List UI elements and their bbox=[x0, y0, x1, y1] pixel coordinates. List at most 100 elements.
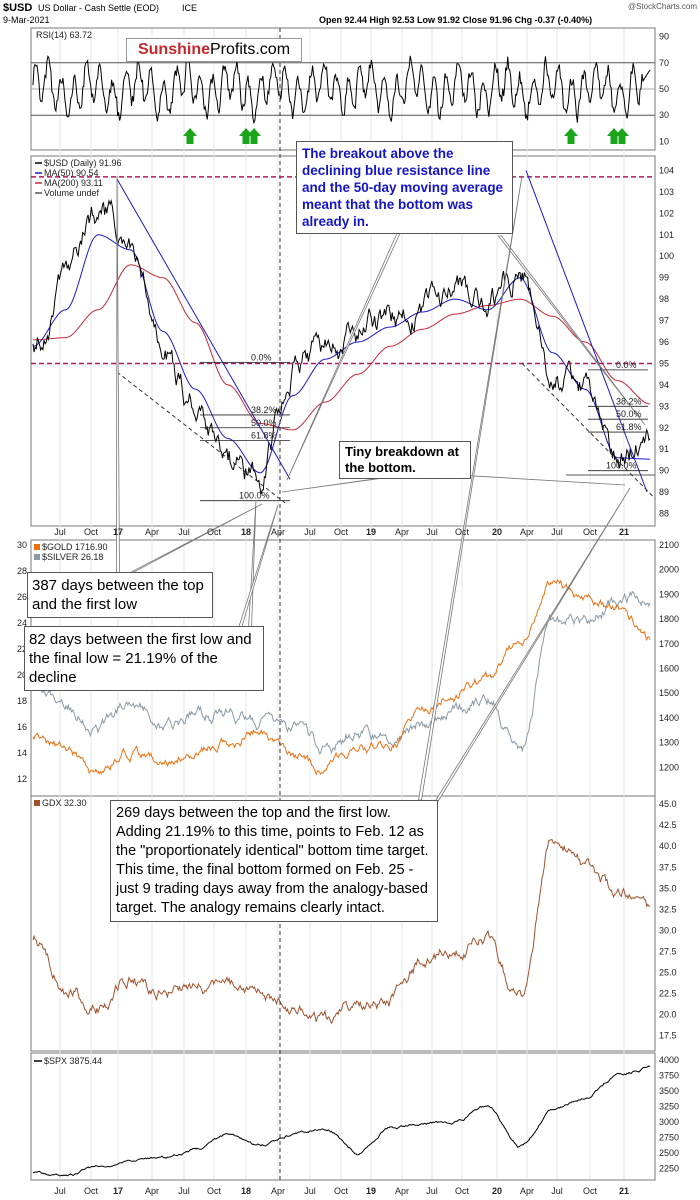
header-description: US Dollar - Cash Settle (EOD) bbox=[38, 3, 159, 13]
silver-y-tick: 26 bbox=[17, 592, 27, 602]
gs-legend-swatch bbox=[34, 554, 40, 560]
x-tick-label: 18 bbox=[241, 1186, 251, 1196]
usd-y-tick: 88 bbox=[659, 509, 669, 519]
rsi-y-tick: 70 bbox=[659, 58, 669, 68]
rsi-y-tick: 50 bbox=[659, 84, 669, 94]
gold-line bbox=[32, 578, 651, 776]
x-tick-label: 21 bbox=[619, 527, 629, 537]
silver-y-tick: 30 bbox=[17, 540, 27, 550]
fib-level-label: 100.0% bbox=[239, 491, 270, 501]
buy-arrow-icon bbox=[564, 128, 578, 144]
x-tick-label: Jul bbox=[178, 1186, 190, 1196]
x-tick-label: 19 bbox=[366, 527, 376, 537]
gdx-y-tick: 17.5 bbox=[659, 1030, 677, 1040]
rsi-y-tick: 30 bbox=[659, 110, 669, 120]
fib-level-label: 38.2% bbox=[251, 405, 277, 415]
gold-y-tick: 2000 bbox=[659, 565, 679, 575]
brand-logo-part1: Sunshine bbox=[137, 41, 210, 58]
x-tick-label: Apr bbox=[271, 527, 285, 537]
spx-legend-entry: $SPX 3875.44 bbox=[44, 1056, 102, 1066]
silver-y-tick: 20 bbox=[17, 670, 27, 680]
spx-y-tick: 3500 bbox=[659, 1086, 679, 1096]
support-trend-line bbox=[521, 363, 656, 499]
gdx-y-tick: 22.5 bbox=[659, 988, 677, 998]
silver-y-tick: 24 bbox=[17, 618, 27, 628]
spx-panel bbox=[30, 1052, 656, 1181]
silver-y-tick: 18 bbox=[17, 696, 27, 706]
usd-price-line bbox=[32, 198, 651, 495]
fib-level-label: 61.8% bbox=[616, 422, 642, 432]
spx-y-tick: 2750 bbox=[659, 1133, 679, 1143]
gdx-y-tick: 37.5 bbox=[659, 862, 677, 872]
callout-82-days: 82 days between the first low and the fi… bbox=[24, 626, 264, 691]
usd-y-tick: 90 bbox=[659, 466, 669, 476]
rsi-y-tick: 90 bbox=[659, 32, 669, 42]
fib-level-label: 61.8% bbox=[251, 431, 277, 441]
x-tick-label: Jul bbox=[54, 1186, 66, 1196]
gdx-y-tick: 30.0 bbox=[659, 925, 677, 935]
gdx-legend-entry: GDX 32.30 bbox=[42, 798, 87, 808]
silver-y-tick: 22 bbox=[17, 644, 27, 654]
silver-y-tick: 16 bbox=[17, 722, 27, 732]
x-tick-label: Jul bbox=[304, 1186, 316, 1196]
x-tick-label: Oct bbox=[334, 1186, 349, 1196]
x-tick-label: 21 bbox=[619, 1186, 629, 1196]
x-tick-label: Oct bbox=[84, 1186, 99, 1196]
gdx-legend-swatch bbox=[34, 800, 40, 806]
x-tick-label: Apr bbox=[395, 1186, 409, 1196]
buy-arrow-icon bbox=[615, 128, 629, 144]
gdx-y-tick: 40.0 bbox=[659, 841, 677, 851]
usd-y-tick: 91 bbox=[659, 444, 669, 454]
x-tick-label: Apr bbox=[271, 1186, 285, 1196]
usd-ma200-line bbox=[32, 264, 651, 431]
header-date: 9-Mar-2021 bbox=[3, 15, 50, 25]
brand-logo: SunshineProfits.com bbox=[126, 38, 302, 62]
x-tick-label: Jul bbox=[54, 527, 66, 537]
callout-pointer bbox=[497, 235, 646, 426]
usd-legend-entry: MA(200) 93.11 bbox=[44, 178, 103, 188]
gdx-y-tick: 45.0 bbox=[659, 799, 677, 809]
fib-level-label: 38.2% bbox=[616, 396, 642, 406]
x-tick-label: Jul bbox=[304, 527, 316, 537]
watermark: @StockCharts.com bbox=[628, 2, 697, 11]
x-tick-label: Oct bbox=[583, 1186, 598, 1196]
gold-y-tick: 1500 bbox=[659, 688, 679, 698]
header-exchange: ICE bbox=[182, 3, 197, 13]
usd-y-tick: 97 bbox=[659, 316, 669, 326]
gs-legend-entry: $GOLD 1716.90 bbox=[42, 542, 108, 552]
buy-arrow-icon bbox=[239, 128, 253, 144]
usd-y-tick: 89 bbox=[659, 487, 669, 497]
x-tick-label: 20 bbox=[492, 1186, 502, 1196]
silver-y-tick: 28 bbox=[17, 566, 27, 576]
x-tick-label: Jul bbox=[551, 1186, 563, 1196]
usd-y-tick: 100 bbox=[659, 251, 674, 261]
usd-y-tick: 95 bbox=[659, 358, 669, 368]
silver-y-tick: 14 bbox=[17, 748, 27, 758]
x-tick-label: Oct bbox=[455, 1186, 470, 1196]
usd-legend-entry: Volume undef bbox=[44, 188, 100, 198]
x-tick-label: Oct bbox=[334, 527, 349, 537]
x-tick-label: 19 bbox=[366, 1186, 376, 1196]
x-tick-label: Jul bbox=[426, 1186, 438, 1196]
usd-y-tick: 103 bbox=[659, 187, 674, 197]
gdx-y-tick: 32.5 bbox=[659, 904, 677, 914]
gold-y-tick: 2100 bbox=[659, 540, 679, 550]
gold-y-tick: 1800 bbox=[659, 614, 679, 624]
header-ticker: $USD bbox=[3, 2, 32, 14]
usd-legend-entry: MA(50) 90.54 bbox=[44, 168, 99, 178]
x-tick-label: Oct bbox=[583, 527, 598, 537]
x-tick-label: Jul bbox=[551, 527, 563, 537]
usd-y-tick: 94 bbox=[659, 380, 669, 390]
gs-legend-swatch bbox=[34, 544, 40, 550]
x-tick-label: 17 bbox=[113, 527, 123, 537]
spx-y-tick: 4000 bbox=[659, 1055, 679, 1065]
x-tick-label: Oct bbox=[207, 527, 222, 537]
spx-y-tick: 2250 bbox=[659, 1164, 679, 1174]
x-tick-label: 18 bbox=[241, 527, 251, 537]
gdx-y-tick: 20.0 bbox=[659, 1009, 677, 1019]
usd-y-tick: 93 bbox=[659, 401, 669, 411]
usd-y-tick: 96 bbox=[659, 337, 669, 347]
x-tick-label: Apr bbox=[145, 527, 159, 537]
spx-y-tick: 2500 bbox=[659, 1148, 679, 1158]
x-tick-label: Jul bbox=[426, 527, 438, 537]
